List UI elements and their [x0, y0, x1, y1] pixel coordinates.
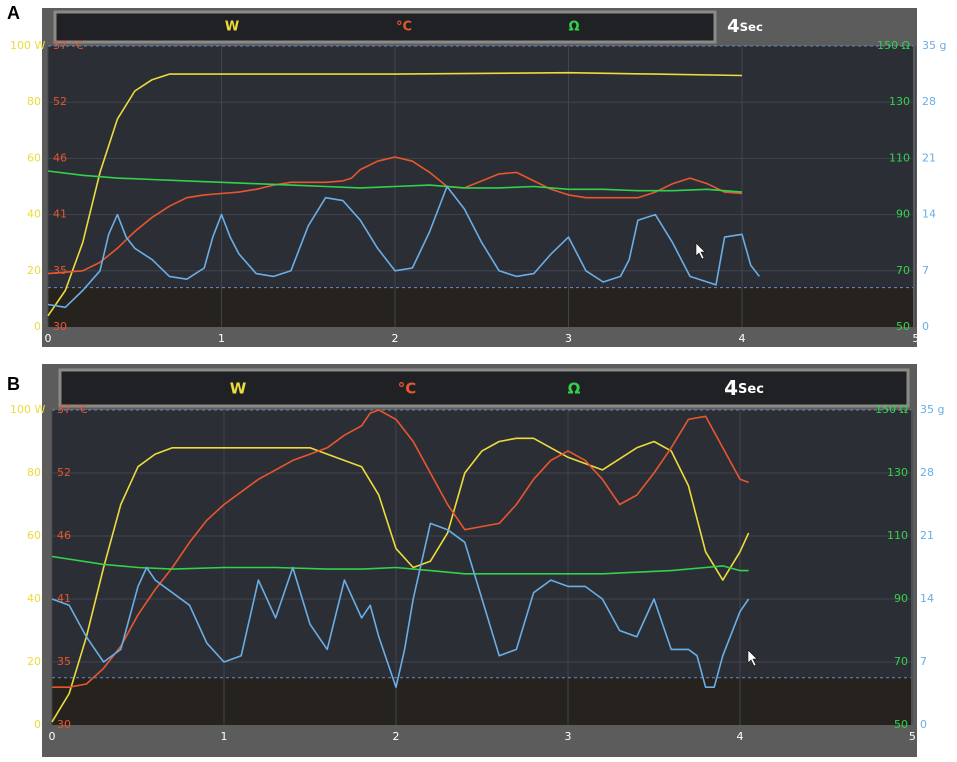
panel-a-plot-area	[48, 46, 913, 327]
panel-b-temp-tick-label: 52	[57, 466, 71, 479]
panel-b-x-tick-label: 1	[221, 730, 228, 743]
panel-a-header-label-impedance: Ω	[568, 20, 579, 35]
panel-a-x-tick-label: 4	[739, 332, 746, 345]
panel-a-temp-tick-label: 35	[53, 264, 67, 277]
panel-b-impedance-tick-label: 130	[887, 466, 908, 479]
panel-a-header-time-unit: Sec	[740, 20, 763, 34]
panel-b-force-tick-label: 7	[920, 655, 927, 668]
panel-a-impedance-tick-label: 70	[896, 264, 910, 277]
panel-b-x-tick-label: 0	[49, 730, 56, 743]
panel-b-header-time: 4Sec	[724, 376, 764, 400]
panel-a-x-tick-label: 2	[392, 332, 399, 345]
panel-a-series-temp	[47, 156, 743, 275]
panel-b-temp-tick-label: 35	[57, 655, 71, 668]
panel-b-series-temp	[52, 409, 749, 689]
panel-a-header-label-watts: W	[225, 20, 239, 35]
panel-a-series-force	[47, 185, 760, 309]
panel-a-force-tick-label: 7	[922, 264, 929, 277]
panel-a-x-tick-label: 0	[45, 332, 52, 345]
panel-a-header-time: 4Sec	[727, 16, 763, 37]
panel-a-temp-tick-label: 30	[53, 320, 67, 333]
panel-b-lower-band	[52, 677, 911, 725]
panel-b-header-label-impedance: Ω	[568, 380, 581, 398]
panel-b-watts-tick-label: 40	[27, 592, 41, 605]
panel-a-x-tick-label: 3	[565, 332, 572, 345]
panel-a-x-tick-label: 5 Sec	[912, 332, 942, 345]
panel-a-watts-tick-label: 20	[27, 264, 41, 277]
panel-b-header-time-value: 4	[724, 376, 738, 400]
panel-a-force-tick-label: 14	[922, 208, 936, 221]
panel-b-header-time-unit: Sec	[738, 382, 764, 397]
panel-a-watts-tick-label: 40	[27, 208, 41, 221]
panel-a-impedance-tick-label: 50	[896, 320, 910, 333]
panel-b-x-tick-label: 5 Sec	[909, 730, 939, 743]
panel-a-header-bar	[53, 10, 717, 44]
panel-b-impedance-tick-label: 70	[894, 655, 908, 668]
panel-b-impedance-tick-label: 150 Ω	[875, 403, 908, 416]
panel-a-watts-tick-label: 0	[34, 320, 41, 333]
panel-b-plot-area	[52, 410, 911, 725]
panel-b-series-impedance	[51, 555, 749, 575]
panel-label-b: B	[7, 374, 20, 394]
panel-b-x-tick-label: 2	[393, 730, 400, 743]
panel-a-temp-tick-label: 52	[53, 95, 67, 108]
panel-b-impedance-tick-label: 110	[887, 529, 908, 542]
panel-b-temp-tick-label: 30	[57, 718, 71, 731]
panel-a-impedance-tick-label: 90	[896, 208, 910, 221]
panel-a-temp-tick-label: 46	[53, 151, 67, 164]
panel-a-x-tick-label: 1	[218, 332, 225, 345]
panel-a-temp-tick-label: 41	[53, 208, 67, 221]
panel-b-watts-tick-label: 60	[27, 529, 41, 542]
panel-b-force-tick-label: 0	[920, 718, 927, 731]
panel-a-mouse-cursor-icon	[695, 242, 706, 260]
panel-b-watts-tick-label: 100 W	[10, 403, 45, 416]
panel-a-watts-tick-label: 80	[27, 95, 41, 108]
panel-b-header-label-watts: W	[230, 380, 247, 398]
panel-b-mouse-cursor-icon	[747, 649, 758, 667]
panel-a-series-watts	[47, 71, 743, 317]
panel-a-impedance-tick-label: 110	[889, 151, 910, 164]
panel-b-x-tick-label: 3	[565, 730, 572, 743]
panel-b-series-force	[51, 522, 750, 689]
panel-b-watts-tick-label: 0	[34, 718, 41, 731]
panel-a-force-tick-label: 21	[922, 151, 936, 164]
panel-a-temp-tick-label: 37 °C	[53, 39, 84, 52]
panel-b-header-bar	[58, 368, 910, 408]
panel-b-temp-tick-label: 46	[57, 529, 71, 542]
panel-a-force-tick-label: 28	[922, 95, 936, 108]
panel-a-watts-tick-label: 60	[27, 151, 41, 164]
panel-b-x-tick-label: 4	[737, 730, 744, 743]
panel-b-force-tick-label: 14	[920, 592, 934, 605]
panel-b-series-watts	[51, 437, 750, 723]
panel-b-temp-tick-label: 37 °C	[57, 403, 88, 416]
panel-a-impedance-tick-label: 130	[889, 95, 910, 108]
panel-a-series-impedance	[47, 170, 743, 193]
panel-a-impedance-tick-label: 150 Ω	[877, 39, 910, 52]
panel-b-impedance-tick-label: 50	[894, 718, 908, 731]
panel-a-watts-tick-label: 100 W	[10, 39, 45, 52]
panel-b-force-tick-label: 28	[920, 466, 934, 479]
panel-b-watts-tick-label: 20	[27, 655, 41, 668]
panel-a-header-time-value: 4	[727, 16, 740, 37]
panel-a-lower-band	[48, 287, 913, 327]
panel-a-force-tick-label: 0	[922, 320, 929, 333]
panel-a-force-tick-label: 35 g	[922, 39, 946, 52]
panel-label-a: A	[7, 3, 20, 23]
panel-b-watts-tick-label: 80	[27, 466, 41, 479]
panel-b-header-label-temp: °C	[398, 380, 417, 398]
panel-b-force-tick-label: 21	[920, 529, 934, 542]
panel-a-header-label-temp: °C	[396, 20, 412, 35]
panel-b-impedance-tick-label: 90	[894, 592, 908, 605]
panel-b-force-tick-label: 35 g	[920, 403, 944, 416]
